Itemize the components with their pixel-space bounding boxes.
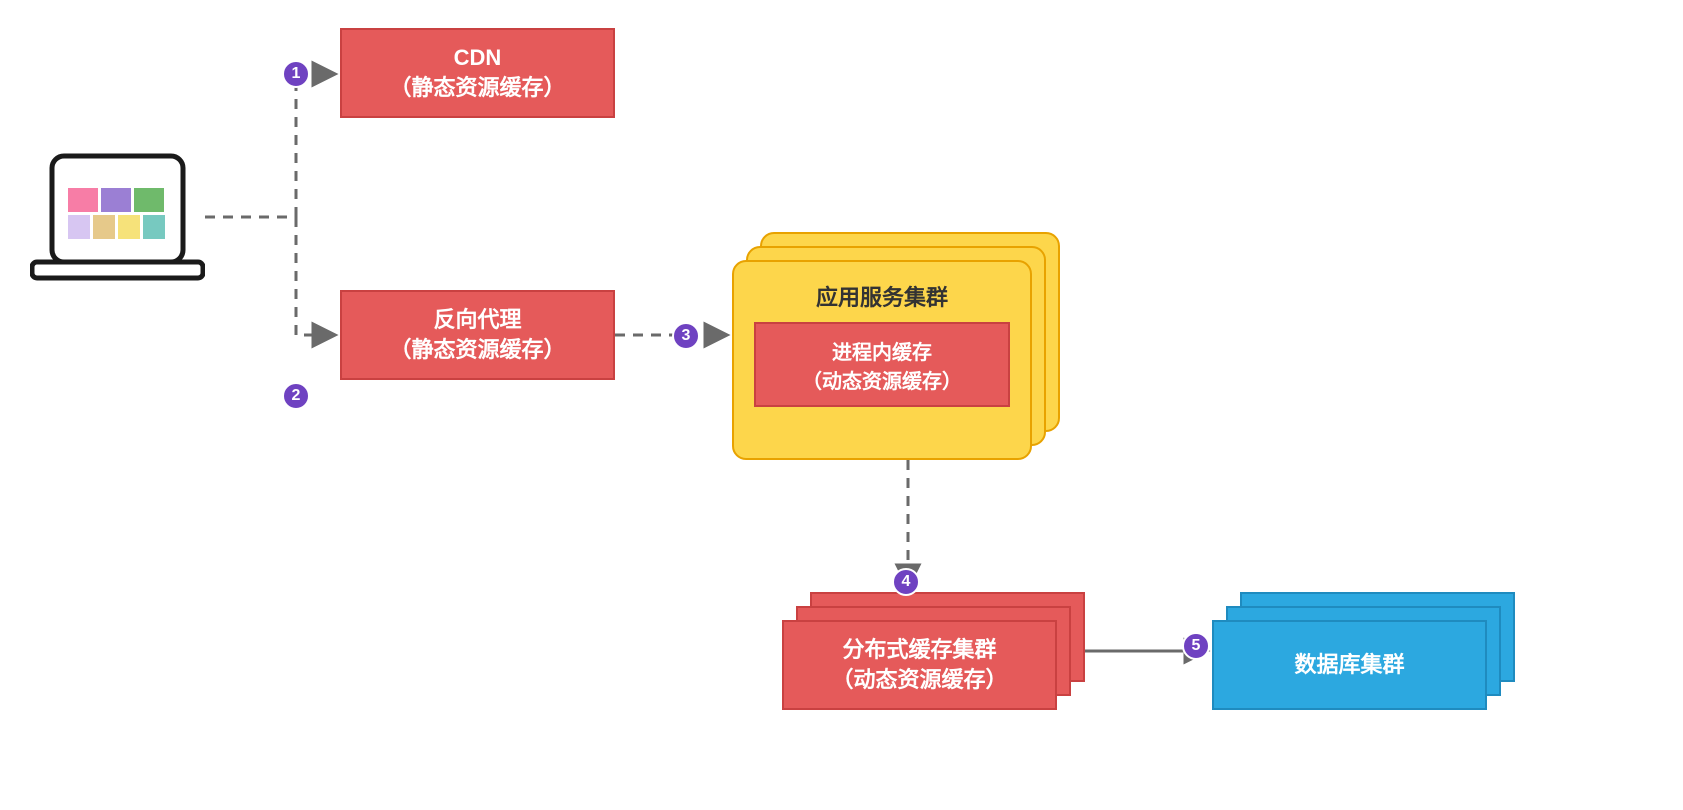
node-cdn: CDN （静态资源缓存） bbox=[340, 28, 615, 118]
app-inner-line2: （动态资源缓存） bbox=[802, 365, 962, 394]
step-badge-4: 4 bbox=[892, 568, 920, 596]
dist-stack-front: 分布式缓存集群 （动态资源缓存） bbox=[782, 620, 1057, 710]
edge-to_cdn bbox=[296, 74, 334, 217]
node-database-cluster: 数据库集群 bbox=[1212, 592, 1515, 710]
tile-2 bbox=[101, 188, 131, 212]
node-distributed-cache: 分布式缓存集群 （动态资源缓存） bbox=[782, 592, 1085, 710]
step-badge-3: 3 bbox=[672, 322, 700, 350]
node-dist-line1: 分布式缓存集群 bbox=[842, 635, 996, 665]
app-cluster-title: 应用服务集群 bbox=[734, 262, 1030, 322]
node-app-cluster: 应用服务集群 进程内缓存 （动态资源缓存） bbox=[732, 232, 1060, 460]
badge-3-num: 3 bbox=[682, 327, 691, 345]
tile-6 bbox=[118, 215, 140, 239]
app-stack-front: 应用服务集群 进程内缓存 （动态资源缓存） bbox=[732, 260, 1032, 460]
node-cdn-line2: （静态资源缓存） bbox=[389, 73, 565, 103]
badge-2-num: 2 bbox=[292, 387, 301, 405]
step-badge-5: 5 bbox=[1182, 632, 1210, 660]
node-dist-line2: （动态资源缓存） bbox=[831, 665, 1007, 695]
tile-4 bbox=[68, 215, 90, 239]
app-inner-line1: 进程内缓存 bbox=[832, 336, 932, 365]
db-stack-front: 数据库集群 bbox=[1212, 620, 1487, 710]
client-laptop-icon bbox=[30, 152, 205, 282]
step-badge-2: 2 bbox=[282, 382, 310, 410]
diagram-canvas: CDN （静态资源缓存） 反向代理 （静态资源缓存） 应用服务集群 进程内缓存 … bbox=[0, 0, 1683, 810]
app-inner-cache-box: 进程内缓存 （动态资源缓存） bbox=[754, 322, 1010, 407]
node-cdn-line1: CDN bbox=[454, 43, 502, 73]
node-proxy-line1: 反向代理 bbox=[433, 305, 521, 335]
node-proxy-line2: （静态资源缓存） bbox=[389, 335, 565, 365]
node-reverse-proxy: 反向代理 （静态资源缓存） bbox=[340, 290, 615, 380]
edge-to_proxy bbox=[296, 217, 334, 335]
tile-1 bbox=[68, 188, 98, 212]
badge-4-num: 4 bbox=[902, 573, 911, 591]
laptop-svg bbox=[30, 152, 205, 282]
tile-3 bbox=[134, 188, 164, 212]
node-db-line1: 数据库集群 bbox=[1294, 650, 1404, 680]
tile-5 bbox=[93, 215, 115, 239]
step-badge-1: 1 bbox=[282, 60, 310, 88]
tile-7 bbox=[143, 215, 165, 239]
badge-1-num: 1 bbox=[292, 65, 301, 83]
badge-5-num: 5 bbox=[1192, 637, 1201, 655]
